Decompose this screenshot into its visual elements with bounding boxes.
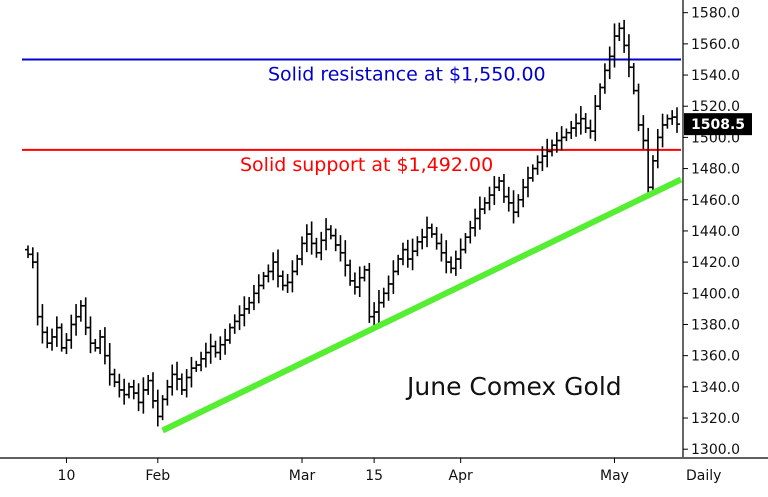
- date-tick-label: 10: [58, 468, 76, 484]
- support-label: Solid support at $1,492.00: [240, 154, 493, 176]
- trendline-group: [161, 176, 683, 434]
- date-tick-label: Feb: [145, 468, 170, 484]
- date-tick-label: 15: [365, 468, 383, 484]
- last-price-badge: [684, 113, 752, 136]
- date-tick-label: May: [600, 468, 629, 484]
- resistance-label: Solid resistance at $1,550.00: [268, 63, 546, 85]
- price-tick-label: 1540.0: [691, 68, 740, 84]
- price-tick-label: 1360.0: [691, 349, 740, 365]
- date-tick-label: Apr: [449, 468, 473, 484]
- price-tick-label: 1320.0: [691, 411, 740, 427]
- price-tick-label: 1580.0: [691, 6, 740, 22]
- price-tick-label: 1480.0: [691, 162, 740, 178]
- chart-title: June Comex Gold: [405, 372, 622, 401]
- price-tick-label: 1420.0: [691, 255, 740, 271]
- price-tick-label: 1380.0: [691, 317, 740, 333]
- price-tick-label: 1400.0: [691, 286, 740, 302]
- price-tick-label: 1300.0: [691, 442, 740, 458]
- trendline: [161, 176, 683, 434]
- price-tick-label: 1520.0: [691, 99, 740, 115]
- date-tick-label: Mar: [289, 468, 316, 484]
- price-tick-label: 1340.0: [691, 380, 740, 396]
- ohlc-bars: [25, 19, 680, 427]
- price-tick-label: 1440.0: [691, 224, 740, 240]
- price-axis: 1300.0 1320.0 1340.0 1360.0 1380.0 1400.0 1420…: [682, 0, 740, 458]
- ohlc-bar: [674, 107, 680, 133]
- price-tick-label: 1460.0: [691, 193, 740, 209]
- last-price-text: 1508.5: [691, 117, 745, 133]
- period-label: Daily: [686, 468, 721, 484]
- date-axis: 10 Feb Mar 15 Apr May: [0, 457, 768, 484]
- price-tick-label: 1560.0: [691, 37, 740, 53]
